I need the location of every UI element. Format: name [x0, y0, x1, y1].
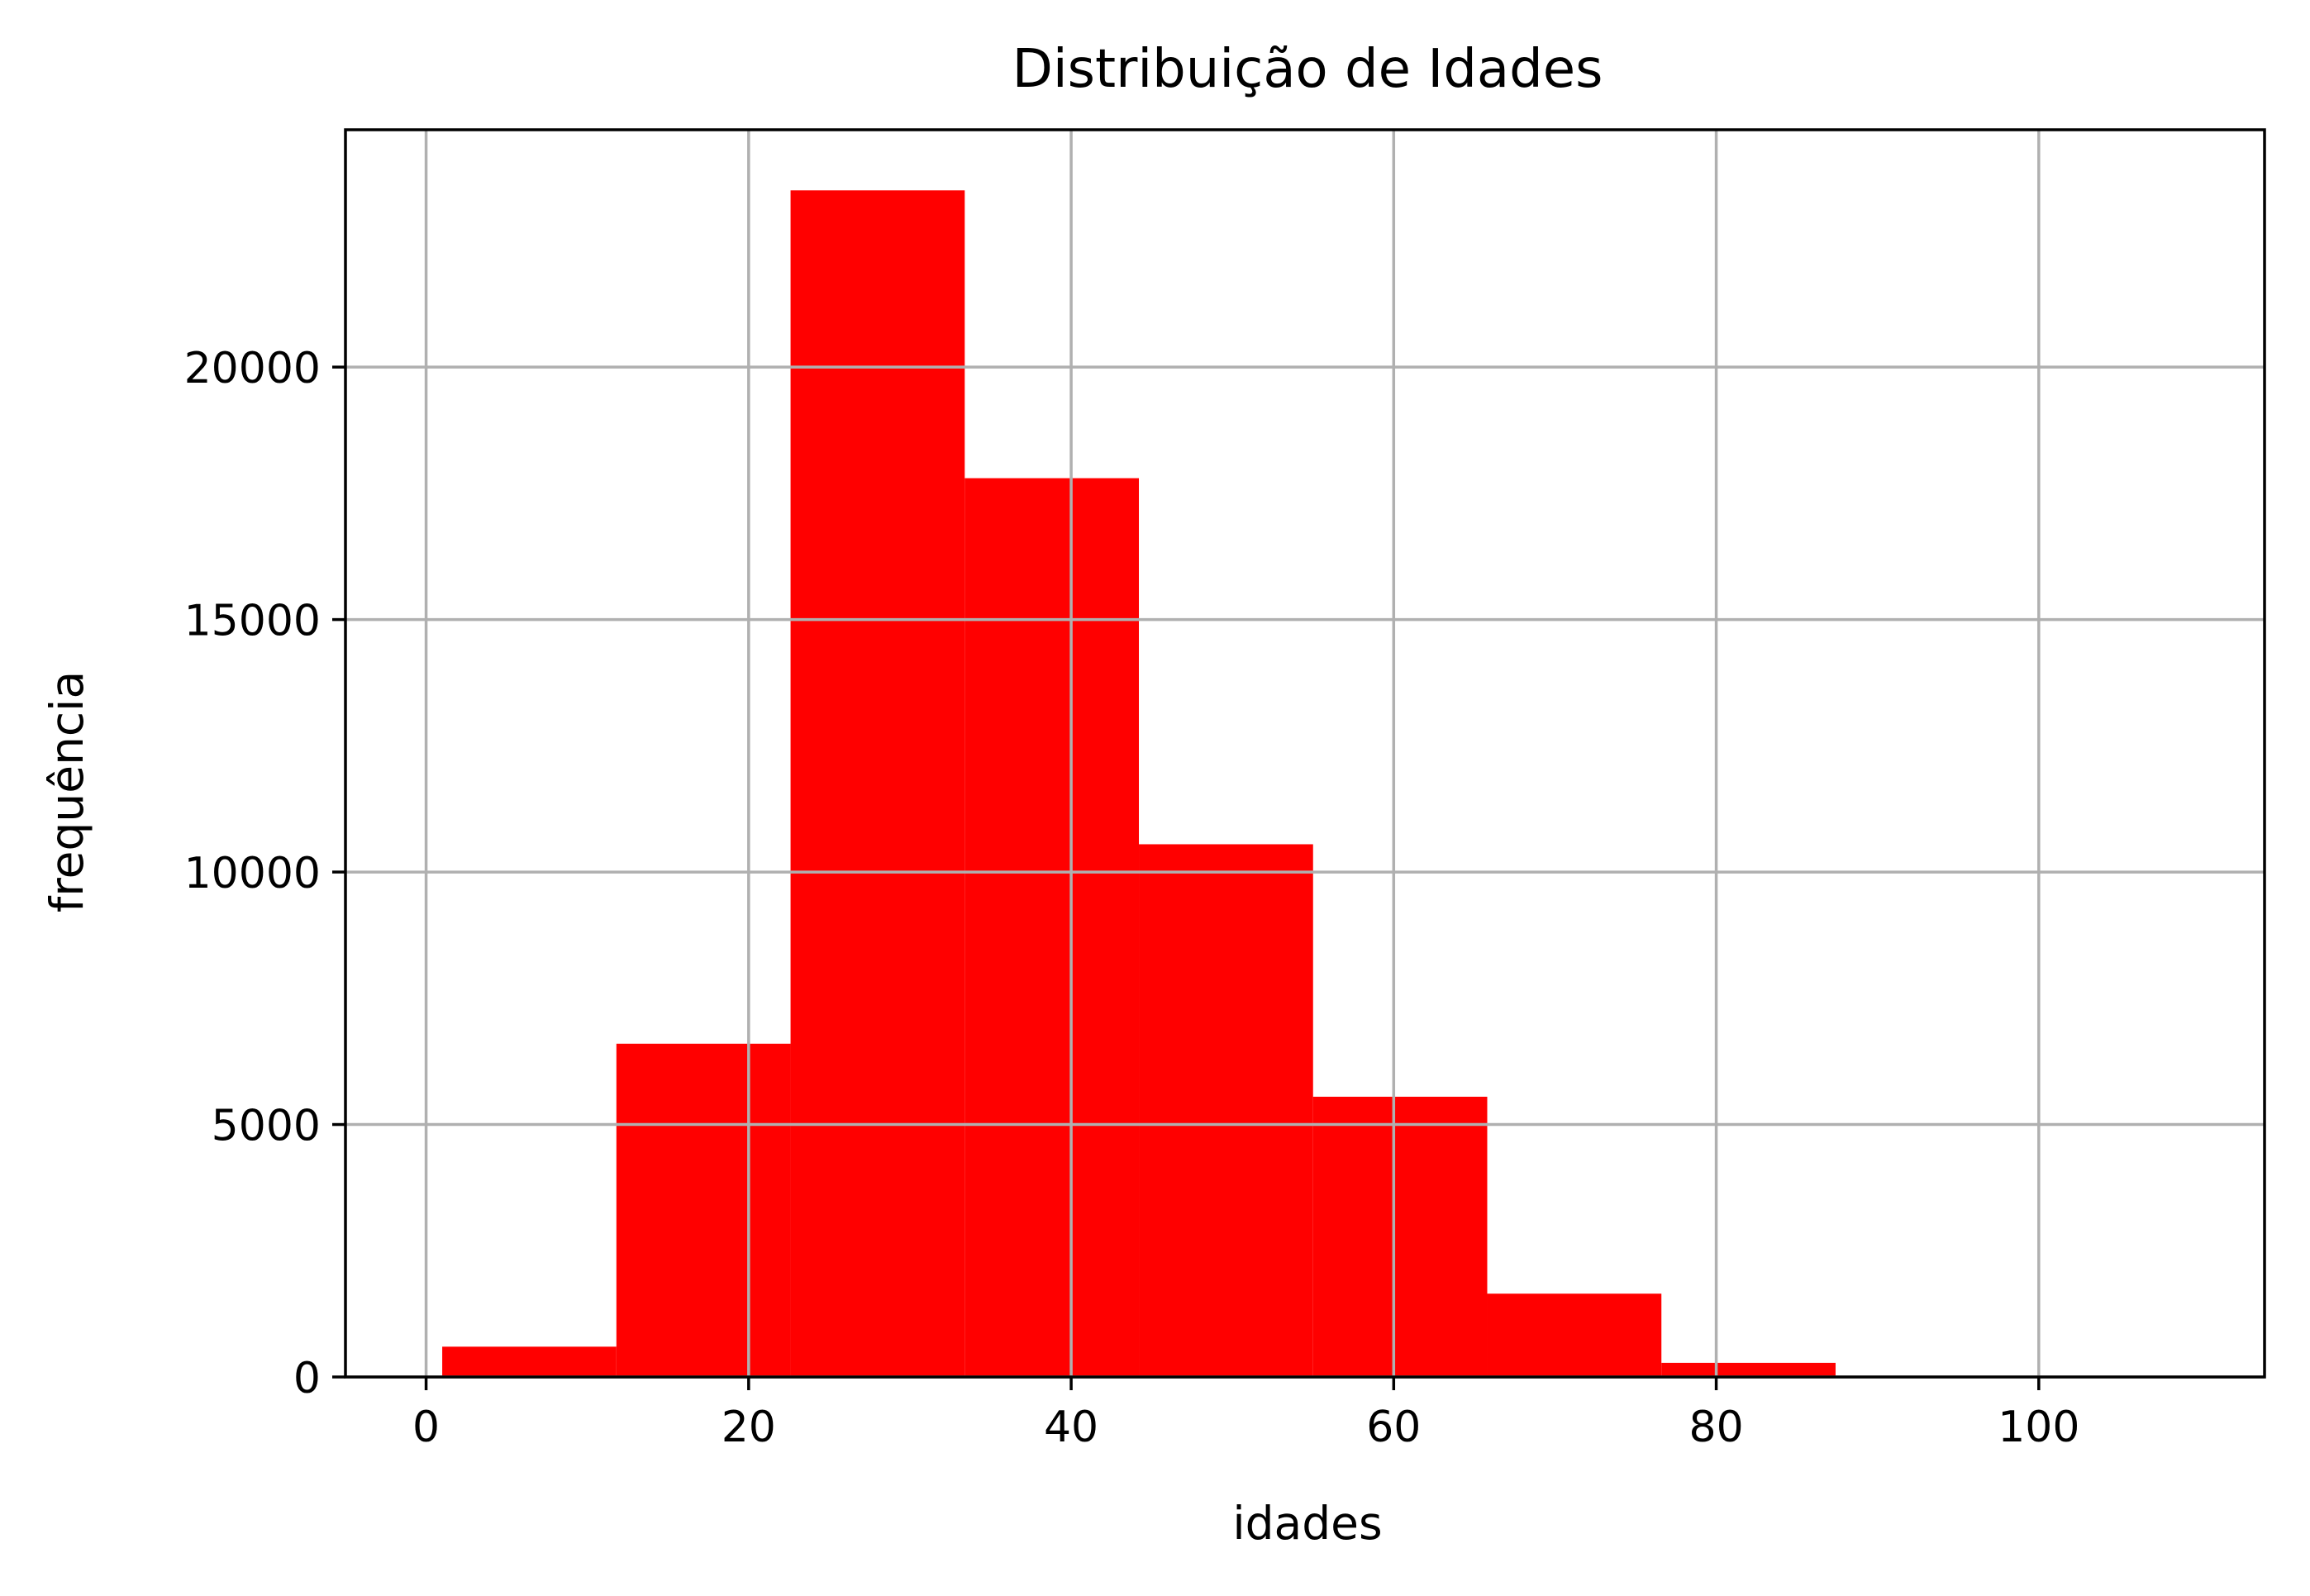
y-tick-label: 0 [293, 1354, 321, 1403]
histogram-bar [1139, 844, 1313, 1377]
y-tick-label: 5000 [212, 1102, 321, 1151]
y-tick-label: 10000 [184, 849, 321, 898]
x-tick-label: 80 [1688, 1403, 1743, 1452]
x-tick-label: 0 [412, 1403, 440, 1452]
y-tick-label: 15000 [184, 597, 321, 646]
histogram-bar [964, 479, 1139, 1377]
x-tick-label: 40 [1044, 1403, 1098, 1452]
histogram-bar [442, 1346, 617, 1377]
histogram-bar [1487, 1293, 1661, 1377]
histogram-bar [617, 1044, 791, 1377]
y-tick-label: 20000 [184, 344, 321, 393]
x-tick-label: 100 [1998, 1403, 2079, 1452]
x-tick-label: 60 [1366, 1403, 1421, 1452]
y-axis-label: frequência [40, 671, 93, 912]
x-tick-label: 20 [722, 1403, 776, 1452]
histogram-bar [1313, 1097, 1488, 1377]
x-axis-label: idades [1232, 1497, 1382, 1550]
chart-title: Distribuição de Idades [1012, 39, 1603, 100]
histogram-bar [1661, 1363, 1836, 1377]
